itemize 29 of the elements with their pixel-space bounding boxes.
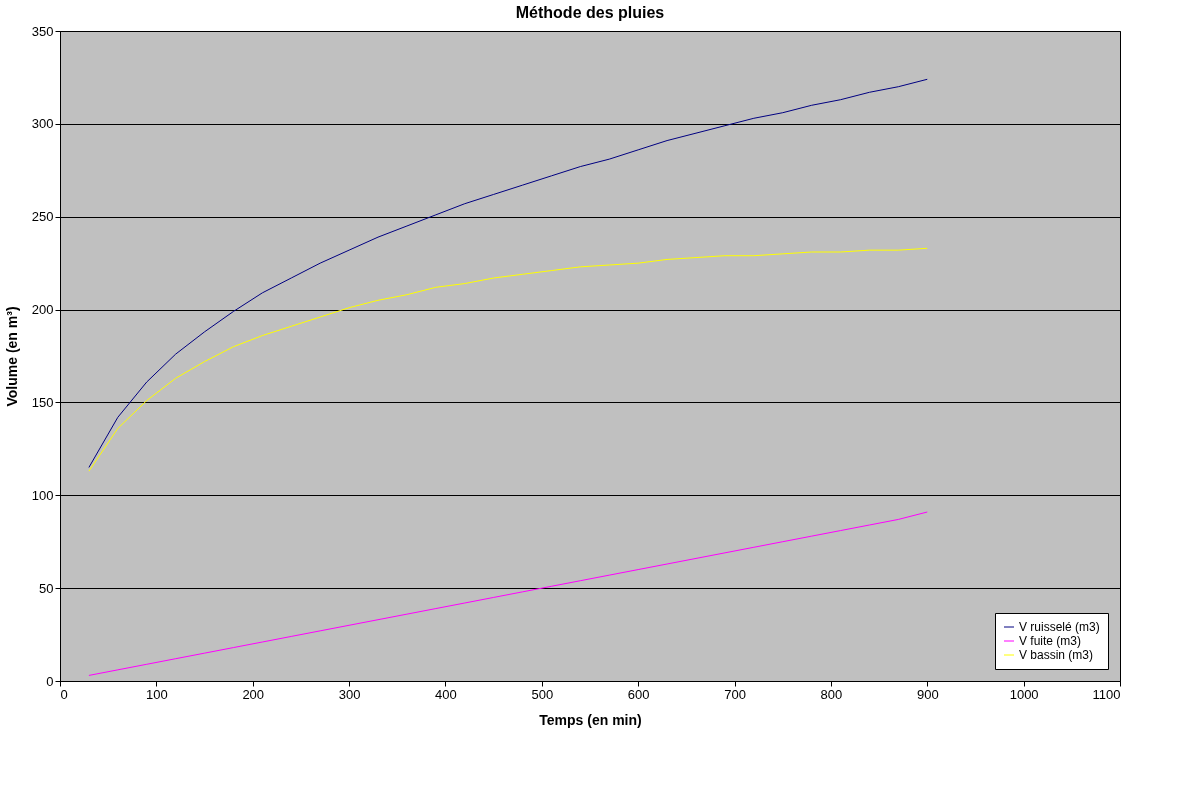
x-tick-label: 300 (338, 686, 361, 702)
legend-label: V bassin (m3) (1019, 648, 1094, 662)
y-tick-label: 250 (31, 209, 54, 225)
x-tick-label: 600 (627, 686, 650, 702)
y-tick-label: 100 (31, 487, 54, 503)
legend-label: V fuite (m3) (1019, 634, 1082, 648)
line-series (88, 511, 928, 676)
y-tick-label: 150 (31, 394, 54, 410)
y-tick-label: 0 (46, 673, 54, 689)
chart-title: Méthode des pluies (515, 4, 665, 21)
x-tick-label: 1100 (1092, 686, 1121, 702)
legend-label: V ruisselé (m3) (1019, 620, 1100, 634)
line-series (88, 78, 928, 468)
line-series (88, 247, 928, 472)
x-tick-label: 700 (724, 686, 746, 702)
x-tick-label: 800 (820, 686, 843, 702)
x-tick-label: 200 (242, 686, 265, 702)
y-tick-label: 300 (31, 116, 54, 132)
x-tick-label: 900 (916, 686, 939, 702)
y-tick-label: 200 (31, 302, 54, 318)
x-tick-label: 100 (146, 686, 168, 702)
x-tick-label: 400 (435, 686, 457, 702)
x-tick-label: 1000 (1009, 686, 1039, 702)
x-axis-title: Temps (en min) (539, 711, 642, 728)
y-tick-label: 350 (31, 23, 54, 39)
x-tick-label: 0 (60, 686, 68, 702)
y-axis-title: Volume (en m³) (3, 306, 20, 407)
x-tick-label: 500 (531, 686, 554, 702)
y-tick-label: 50 (39, 580, 54, 596)
